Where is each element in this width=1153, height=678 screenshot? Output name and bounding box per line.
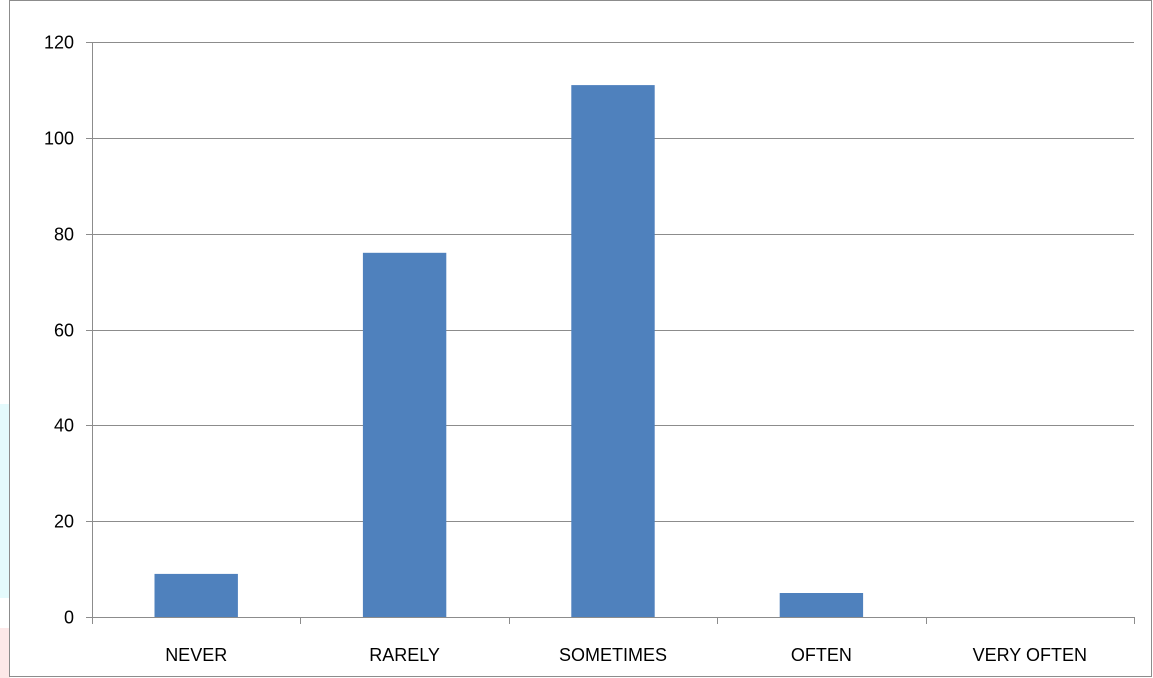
- x-tick-label: RARELY: [369, 645, 440, 665]
- x-tick-label: VERY OFTEN: [973, 645, 1087, 665]
- x-tick-label: SOMETIMES: [559, 645, 667, 665]
- bar-series: [154, 85, 864, 618]
- bar: [154, 573, 238, 617]
- bar: [362, 252, 447, 618]
- y-tick-label: 100: [44, 129, 74, 149]
- bar: [779, 593, 864, 617]
- y-tick-label: 120: [44, 33, 74, 53]
- x-tick-label: NEVER: [165, 645, 227, 665]
- x-tick-label: OFTEN: [791, 645, 852, 665]
- y-tick-label: 20: [54, 512, 74, 532]
- background-strip: [0, 404, 10, 598]
- y-tick-label: 60: [54, 321, 74, 341]
- y-tick-label: 40: [54, 416, 74, 436]
- background-strip: [0, 628, 10, 678]
- axes: [86, 42, 1135, 624]
- bar: [571, 85, 655, 618]
- y-tick-label: 80: [54, 225, 74, 245]
- tick-labels: 0 20 40 60 80 100 120 NEVER RARELY SOMETIMES OFTEN…: [44, 33, 1087, 666]
- y-tick-label: 0: [64, 608, 74, 628]
